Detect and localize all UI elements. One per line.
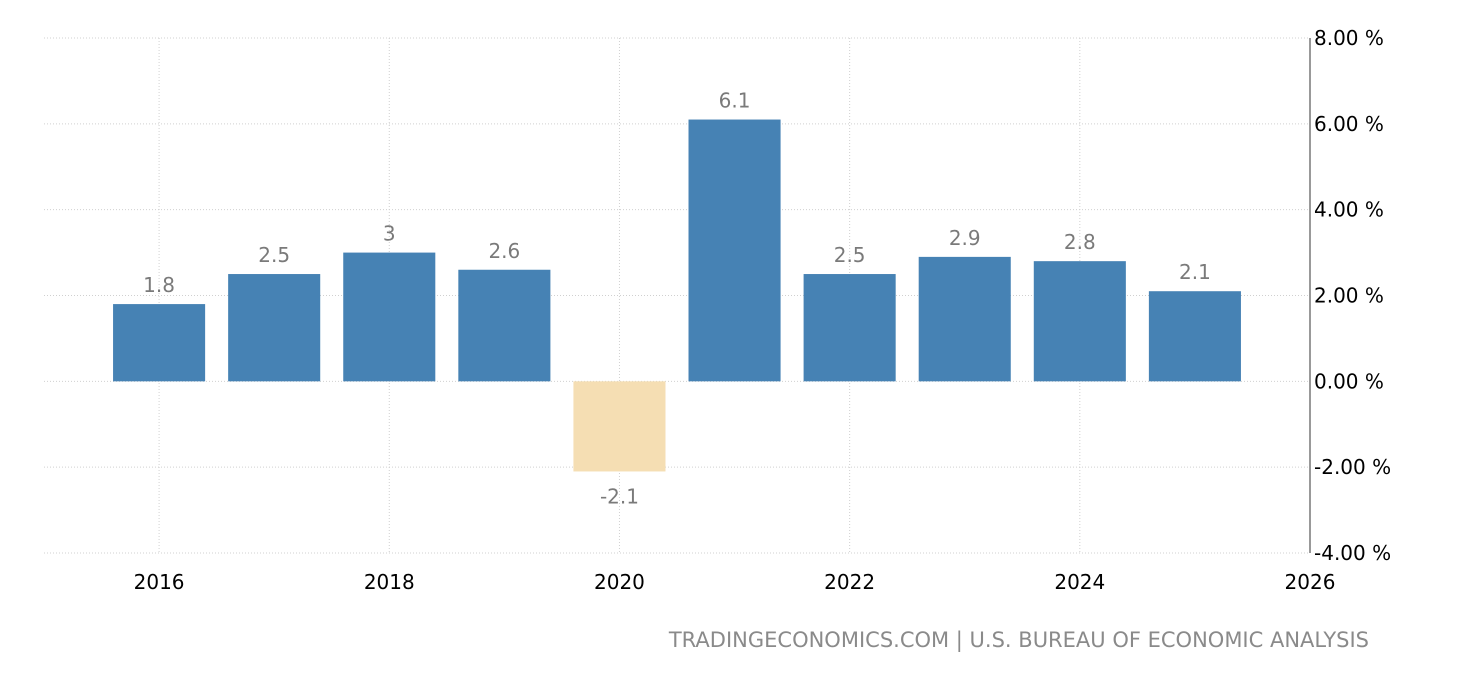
x-tick-label: 2018 xyxy=(364,570,415,594)
bars xyxy=(113,119,1241,472)
y-tick-label: 6.00 % xyxy=(1314,112,1384,136)
bar-value-label: 1.8 xyxy=(143,273,175,297)
bar xyxy=(1148,291,1241,382)
y-tick-label: 4.00 % xyxy=(1314,198,1384,222)
y-axis: -4.00 % -2.00 % 0.00 % 2.00 % 4.00 % 6.00 % 8.… xyxy=(1309,26,1391,565)
y-tick-label: 2.00 % xyxy=(1314,284,1384,308)
bar xyxy=(228,274,321,382)
bar xyxy=(1033,261,1126,382)
y-tick-label: 8.00 % xyxy=(1314,26,1384,50)
bar-value-label: 2.1 xyxy=(1179,260,1211,284)
bar xyxy=(458,269,551,382)
x-tick-label: 2016 xyxy=(134,570,185,594)
bar-value-label: 2.9 xyxy=(949,226,981,250)
y-tick-label: 0.00 % xyxy=(1314,369,1384,393)
x-tick-label: 2024 xyxy=(1054,570,1105,594)
bar xyxy=(113,304,206,382)
x-tick-label: 2020 xyxy=(594,570,645,594)
x-tick-label: 2022 xyxy=(824,570,875,594)
y-tick-label: -4.00 % xyxy=(1314,541,1391,565)
bar xyxy=(573,381,666,472)
x-axis: 2016 2018 2020 2022 2024 2026 xyxy=(134,570,1336,594)
bar xyxy=(803,274,896,382)
data-labels: 1.8 2.5 3 2.6 -2.1 6.1 2.5 2.9 2.8 2.1 xyxy=(143,89,1211,509)
source-credit: TRADINGECONOMICS.COM | U.S. BUREAU OF EC… xyxy=(668,628,1369,652)
bar-value-label: 2.5 xyxy=(834,243,866,267)
bar xyxy=(688,119,781,382)
x-tick-label: 2026 xyxy=(1285,570,1336,594)
bar xyxy=(918,256,1011,382)
bar-value-label: 6.1 xyxy=(719,89,751,113)
bar-value-label: 2.6 xyxy=(488,239,520,263)
bar-value-label: -2.1 xyxy=(600,484,639,508)
bar xyxy=(343,252,436,382)
bar-value-label: 3 xyxy=(383,222,396,246)
bar-value-label: 2.5 xyxy=(258,243,290,267)
y-tick-label: -2.00 % xyxy=(1314,455,1391,479)
bar-value-label: 2.8 xyxy=(1064,230,1096,254)
